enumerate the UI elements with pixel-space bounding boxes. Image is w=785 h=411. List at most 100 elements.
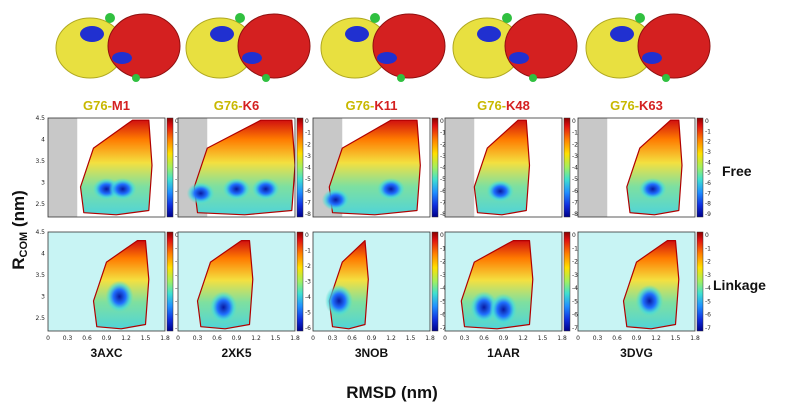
x-axis-label: RMSD (nm)	[346, 383, 438, 402]
colorbar-tick-label: -5	[705, 170, 711, 177]
colorbar-tick-label: -8	[305, 211, 311, 218]
panel-frame	[577, 117, 696, 218]
colorbar	[431, 231, 439, 332]
pair-sep: -	[108, 98, 112, 113]
free-panel: 0 -1 -2 -3 -4 -5 -6 -7 -8	[312, 117, 446, 218]
pair-right: K11	[374, 98, 397, 113]
green-link	[235, 13, 245, 23]
x-tick-label: 0	[576, 335, 580, 342]
colorbar-tick-label: 0	[705, 232, 709, 239]
linkage-panel: 0-1-2-3-4-5-6-72.533.544.50 0.3 0.6 0.9 1.2 1…	[35, 229, 181, 360]
pair-label: G76-K48	[477, 98, 530, 113]
green-link	[370, 13, 380, 23]
heatmap-panels: 0 -1 -2 -3 -4 -5 -6 -7 -8 2.5 3 3.5 4 4.5 0 -1 -2 -3 -4 -5 -…	[35, 115, 711, 360]
free-energy-minimum	[321, 188, 350, 211]
x-tick-label: 0	[176, 335, 180, 342]
colorbar	[166, 231, 174, 332]
red-domain	[237, 13, 311, 79]
free-energy-minimum	[486, 180, 515, 203]
density-layer	[622, 240, 680, 330]
colorbar-tick-label: -5	[440, 298, 446, 305]
colorbar-tick-label: -5	[572, 176, 578, 183]
free-energy-minimum	[251, 178, 280, 201]
panel-frame	[312, 231, 431, 332]
x-tick-label: 1.8	[557, 335, 567, 342]
colorbar-tick-label: -1	[440, 130, 446, 137]
colorbar-tick-label: -2	[305, 141, 311, 148]
x-tick-label: 1.2	[651, 335, 661, 342]
blue-site	[242, 52, 262, 64]
colorbar-tick-label: -7	[572, 199, 578, 206]
linkage-panel: 0 -1 -2 -3 -4 -5 -6 -7 0 0.3 0.6 0.9 1.2 1.5 1.8 3DVG	[576, 231, 711, 360]
pair-sep: -	[370, 98, 374, 113]
x-tick-label: 0.9	[232, 335, 242, 342]
row-label-linkage: Linkage	[713, 277, 766, 293]
panel-frame	[177, 117, 296, 218]
colorbar-tick-label: -6	[305, 188, 311, 195]
free-energy-minimum	[377, 178, 405, 201]
y-axis-label-sub: COM	[18, 232, 30, 258]
colorbar-tick-label: -7	[440, 325, 446, 332]
y-axis-label-main: R	[9, 257, 28, 269]
colorbar-tick-label: -5	[705, 298, 711, 305]
colorbar	[696, 117, 704, 218]
colorbar-tick-label: -4	[572, 165, 578, 172]
y-tick-label: 2.5	[35, 201, 45, 208]
free-energy-minimum	[108, 178, 137, 201]
colorbar	[166, 117, 174, 218]
colorbar	[296, 117, 304, 218]
x-tick-label: 0.3	[63, 335, 73, 342]
density-layer	[626, 119, 683, 216]
pair-label: G76-K6	[214, 98, 260, 113]
x-tick-label: 1.2	[251, 335, 261, 342]
x-tick-label: 1.5	[141, 335, 151, 342]
colorbar-tick-label: -6	[440, 312, 446, 319]
colorbar-tick-label: -1	[305, 248, 311, 255]
pair-left: G76	[610, 98, 635, 113]
colorbar-tick-label: -3	[705, 149, 711, 156]
colorbar-tick-label: -7	[572, 325, 578, 332]
colorbar-tick-label: 0	[440, 232, 444, 239]
panel-background	[313, 232, 430, 331]
panel-frame	[177, 231, 296, 332]
pair-sep: -	[502, 98, 506, 113]
panel-frame	[444, 231, 563, 332]
colorbar-tick-label: -6	[572, 188, 578, 195]
x-tick-label: 1.8	[425, 335, 435, 342]
pair-left: G76	[214, 98, 239, 113]
x-tick-label: 1.5	[538, 335, 548, 342]
density-layer	[321, 119, 421, 216]
y-tick-label: 4.5	[35, 115, 45, 122]
colorbar-tick-label: -3	[705, 272, 711, 279]
green-link	[397, 74, 405, 82]
pair-right: M1	[112, 98, 130, 113]
colorbar-tick-label: 0	[440, 118, 444, 125]
colorbar-tick-label: 0	[572, 118, 576, 125]
pdb-label: 3DVG	[620, 346, 653, 360]
density-layer	[460, 240, 534, 330]
x-tick-label: 0.3	[460, 335, 470, 342]
density-layer	[196, 240, 254, 330]
colorbar-tick-label: -2	[305, 263, 311, 270]
blue-site	[642, 52, 662, 64]
green-link	[262, 74, 270, 82]
colorbar-tick-label: -6	[705, 180, 711, 187]
colorbar-tick-label: -6	[440, 188, 446, 195]
y-tick-label: 3	[41, 294, 45, 301]
x-tick-label: 0.3	[328, 335, 338, 342]
blue-site	[210, 26, 234, 42]
density-layer	[92, 240, 150, 330]
colorbar-tick-label: -3	[572, 272, 578, 279]
colorbar-tick-label: -8	[572, 211, 578, 218]
colorbar	[563, 117, 571, 218]
pair-label: G76-K63	[610, 98, 663, 113]
blue-site	[610, 26, 634, 42]
colorbar-tick-label: 0	[305, 118, 309, 125]
colorbar-tick-label: -5	[572, 298, 578, 305]
density-layer	[79, 119, 153, 216]
pair-label: G76-K11	[345, 98, 397, 113]
colorbar-tick-label: -9	[705, 211, 711, 218]
colorbar-tick-label: -1	[572, 245, 578, 252]
colorbar-tick-label: -4	[572, 285, 578, 292]
colorbar-tick-label: 0	[305, 232, 309, 239]
